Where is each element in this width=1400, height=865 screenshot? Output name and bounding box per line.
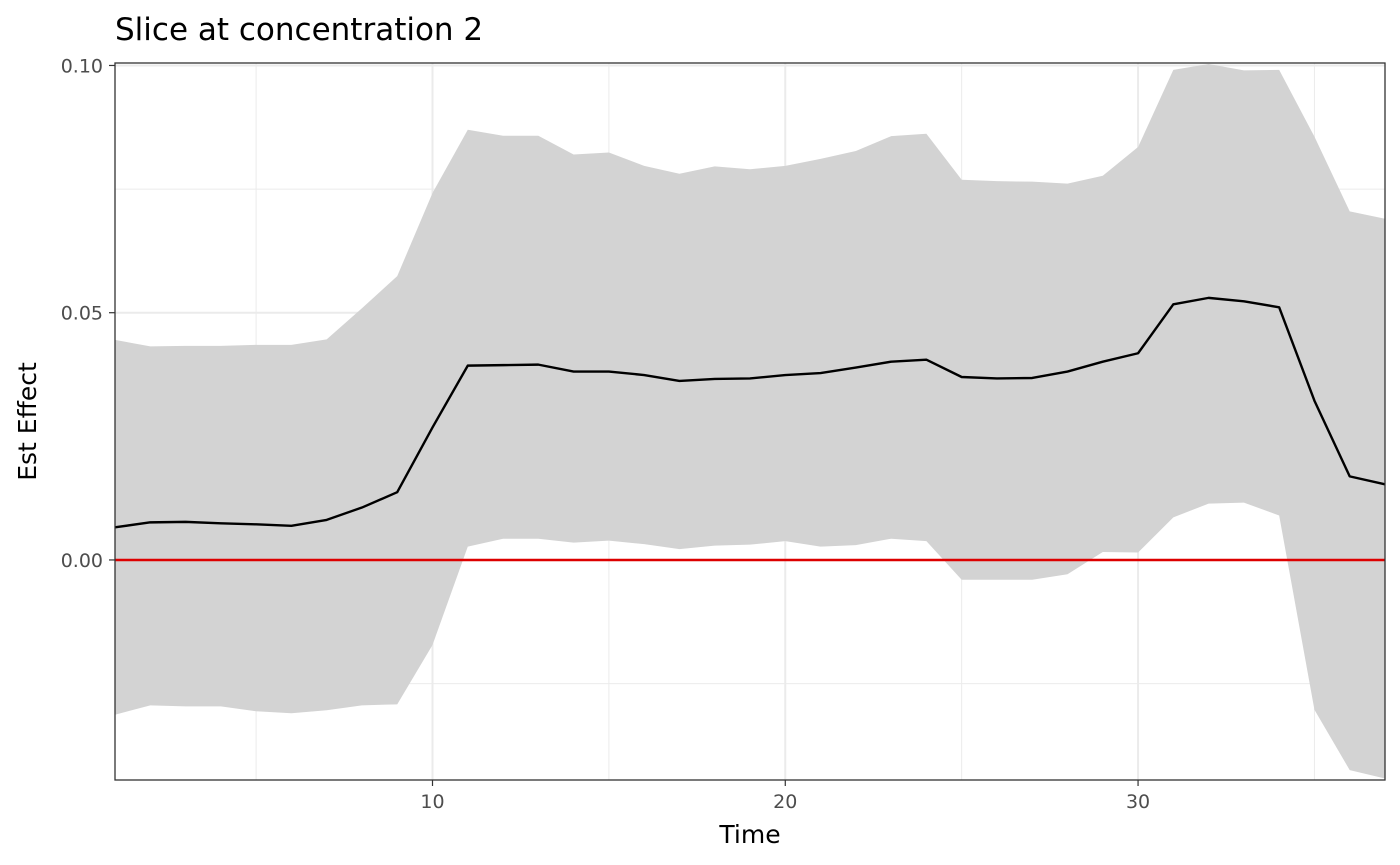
panel-border — [114, 62, 1386, 781]
chart-title: Slice at concentration 2 — [115, 12, 483, 48]
y-tick-label: 0.00 — [61, 550, 103, 572]
x-tick-label: 10 — [420, 791, 444, 813]
x-tick-label: 30 — [1126, 791, 1150, 813]
y-tick-label: 0.10 — [61, 55, 103, 77]
estimate-series-line — [114, 296, 1386, 529]
x-tick-label: 20 — [773, 791, 797, 813]
y-tick-label: 0.05 — [61, 303, 103, 325]
y-axis-title: Est Effect — [13, 362, 42, 481]
confidence-ribbon — [115, 63, 1385, 779]
x-axis-title: Time — [718, 820, 780, 849]
estimate-line — [114, 296, 1386, 529]
axis-ticks: 10 20 30 0.00 0.05 0.10 — [61, 55, 1150, 813]
confidence-band — [115, 63, 1385, 779]
